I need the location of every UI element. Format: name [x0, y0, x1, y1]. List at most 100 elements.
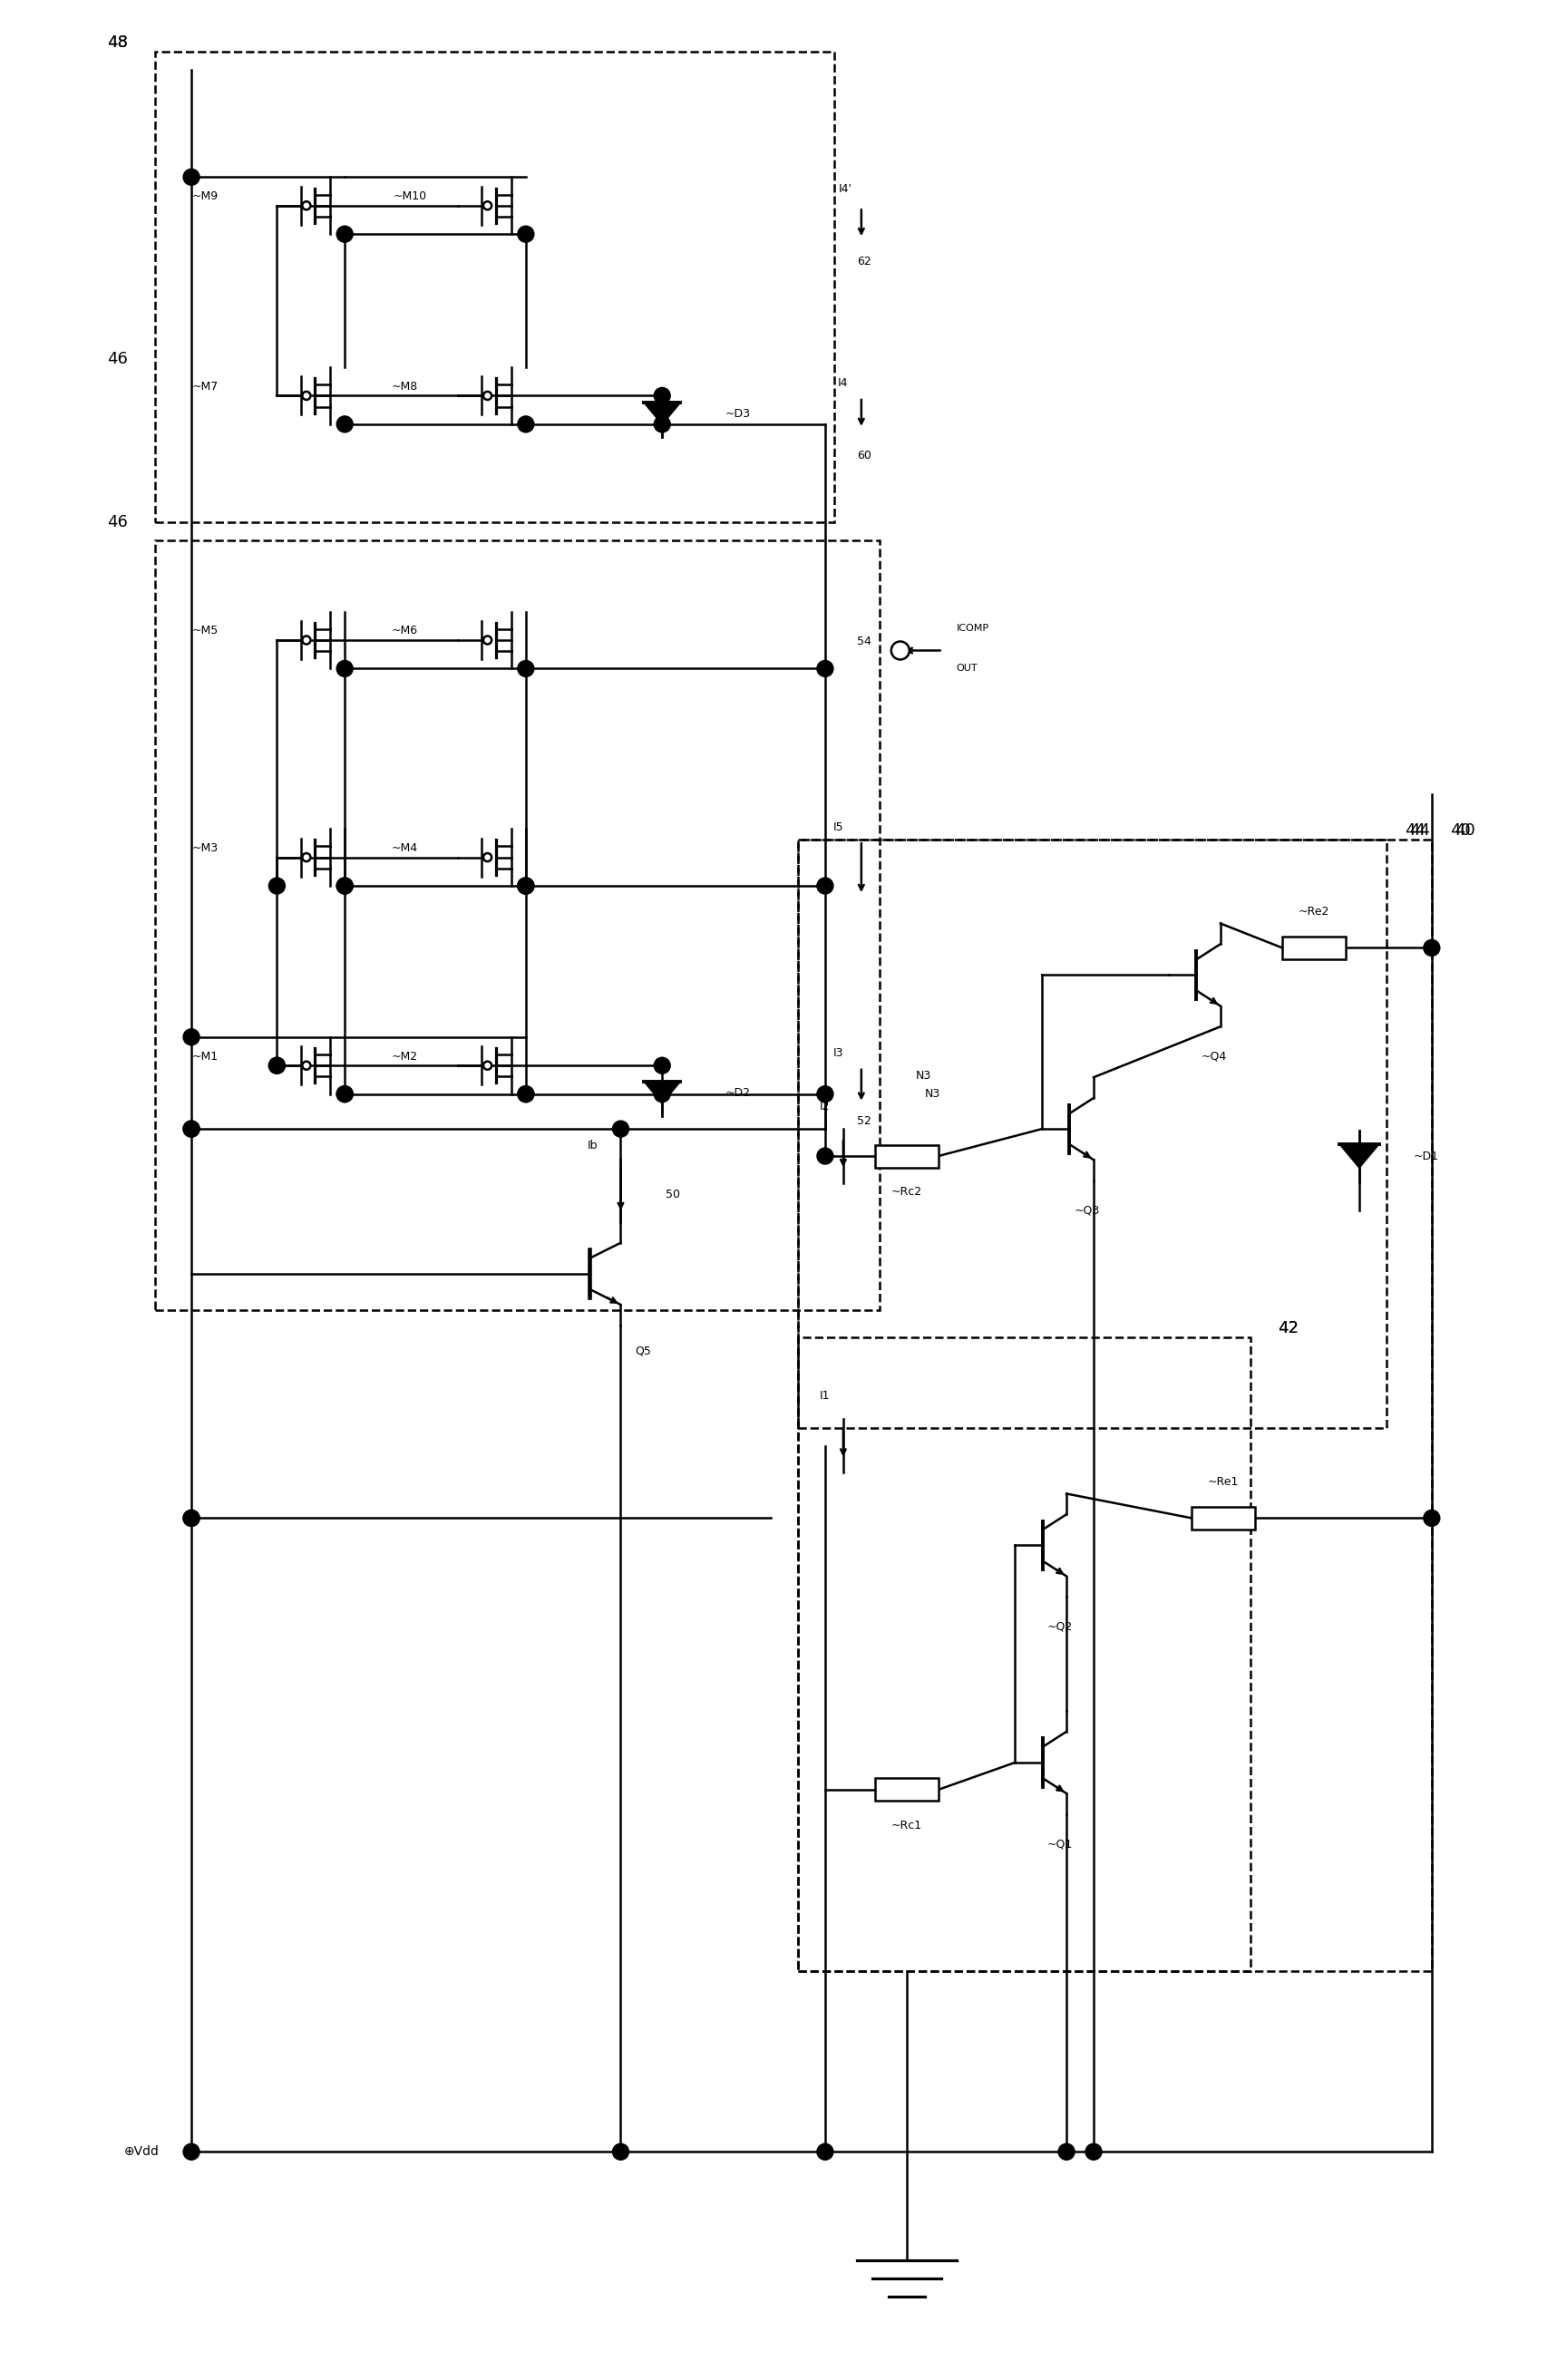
- Circle shape: [184, 1028, 199, 1045]
- Text: 40: 40: [1454, 821, 1474, 838]
- Text: ~M7: ~M7: [192, 381, 218, 393]
- Circle shape: [336, 416, 353, 433]
- Circle shape: [336, 226, 353, 243]
- Circle shape: [483, 1061, 492, 1069]
- Circle shape: [483, 635, 492, 645]
- Text: Q5: Q5: [635, 1345, 651, 1357]
- Text: 42: 42: [1278, 1321, 1299, 1335]
- Circle shape: [184, 1121, 199, 1138]
- Circle shape: [302, 393, 310, 400]
- Polygon shape: [1339, 1145, 1380, 1169]
- Text: 46: 46: [107, 352, 128, 367]
- Circle shape: [654, 1085, 671, 1102]
- Circle shape: [654, 416, 671, 433]
- Text: ~Q2: ~Q2: [1046, 1621, 1073, 1633]
- Text: 52: 52: [856, 1116, 872, 1128]
- Circle shape: [612, 2144, 629, 2161]
- Bar: [799, 840, 1386, 1428]
- Text: Ib: Ib: [587, 1140, 598, 1152]
- Circle shape: [517, 878, 534, 895]
- Text: ~M1: ~M1: [192, 1050, 218, 1061]
- Circle shape: [184, 169, 199, 186]
- Bar: [875, 1778, 939, 1802]
- Circle shape: [517, 226, 534, 243]
- Text: 40: 40: [1450, 821, 1470, 838]
- Circle shape: [1423, 940, 1440, 957]
- Text: ~M2: ~M2: [391, 1050, 417, 1061]
- Circle shape: [483, 393, 492, 400]
- Text: ~Rc2: ~Rc2: [891, 1185, 922, 1197]
- Text: ~Re1: ~Re1: [1208, 1476, 1239, 1488]
- Bar: [1191, 1507, 1255, 1530]
- Text: ~Q4: ~Q4: [1200, 1050, 1227, 1061]
- Polygon shape: [645, 402, 680, 424]
- Circle shape: [302, 202, 310, 209]
- Text: ~M8: ~M8: [391, 381, 417, 393]
- Circle shape: [817, 1147, 833, 1164]
- Text: ~Q1: ~Q1: [1046, 1837, 1073, 1849]
- Circle shape: [891, 643, 909, 659]
- Circle shape: [184, 2144, 199, 2161]
- Text: ~Rc1: ~Rc1: [891, 1821, 922, 1833]
- Circle shape: [817, 1085, 833, 1102]
- Text: 44: 44: [1404, 821, 1425, 838]
- Text: ~M3: ~M3: [192, 843, 218, 854]
- Circle shape: [817, 662, 833, 676]
- Text: I5: I5: [833, 821, 844, 833]
- Circle shape: [817, 2144, 833, 2161]
- Text: ICOMP: ICOMP: [956, 624, 989, 633]
- Text: 44: 44: [1409, 821, 1429, 838]
- Bar: [156, 540, 880, 1309]
- Text: OUT: OUT: [956, 664, 978, 674]
- Circle shape: [517, 662, 534, 676]
- Text: ~M6: ~M6: [391, 626, 417, 638]
- Circle shape: [1059, 2144, 1074, 2161]
- Circle shape: [517, 878, 534, 895]
- Circle shape: [517, 878, 534, 895]
- Text: 48: 48: [107, 33, 128, 50]
- Text: ~D2: ~D2: [726, 1088, 750, 1100]
- Text: 50: 50: [666, 1190, 680, 1202]
- Text: ~M4: ~M4: [391, 843, 417, 854]
- Circle shape: [517, 416, 534, 433]
- Text: 42: 42: [1278, 1321, 1299, 1335]
- Circle shape: [612, 1121, 629, 1138]
- Text: ~D3: ~D3: [726, 407, 750, 419]
- Text: ~M5: ~M5: [192, 626, 218, 638]
- Circle shape: [336, 662, 353, 676]
- Circle shape: [1085, 2144, 1102, 2161]
- Circle shape: [184, 1121, 199, 1138]
- Circle shape: [184, 1509, 199, 1526]
- Bar: [799, 1338, 1250, 1971]
- Text: 54: 54: [856, 635, 872, 647]
- Bar: [156, 52, 835, 524]
- Text: ~Re2: ~Re2: [1299, 907, 1330, 919]
- Circle shape: [336, 878, 353, 895]
- Circle shape: [269, 1057, 285, 1073]
- Circle shape: [302, 1061, 310, 1069]
- Text: I3: I3: [833, 1047, 844, 1059]
- Text: ~Q3: ~Q3: [1074, 1204, 1099, 1216]
- Text: N3: N3: [916, 1071, 931, 1083]
- Text: ~M10: ~M10: [392, 190, 427, 202]
- Circle shape: [517, 1085, 534, 1102]
- Text: 60: 60: [856, 450, 872, 462]
- Text: I4: I4: [838, 378, 847, 390]
- Text: ~M9: ~M9: [192, 190, 218, 202]
- Text: 46: 46: [107, 514, 128, 531]
- Polygon shape: [645, 1083, 680, 1104]
- Circle shape: [817, 878, 833, 895]
- Text: 48: 48: [107, 33, 128, 50]
- Circle shape: [654, 388, 671, 405]
- Circle shape: [483, 202, 492, 209]
- Text: ⊕Vdd: ⊕Vdd: [125, 2144, 160, 2159]
- Text: I4': I4': [839, 183, 852, 195]
- Text: I2: I2: [819, 1100, 830, 1111]
- Text: I1: I1: [819, 1390, 830, 1402]
- Circle shape: [483, 852, 492, 862]
- Circle shape: [336, 1085, 353, 1102]
- Text: ~D1: ~D1: [1414, 1150, 1439, 1161]
- Circle shape: [336, 878, 353, 895]
- Text: N3: N3: [925, 1088, 940, 1100]
- Circle shape: [517, 1085, 534, 1102]
